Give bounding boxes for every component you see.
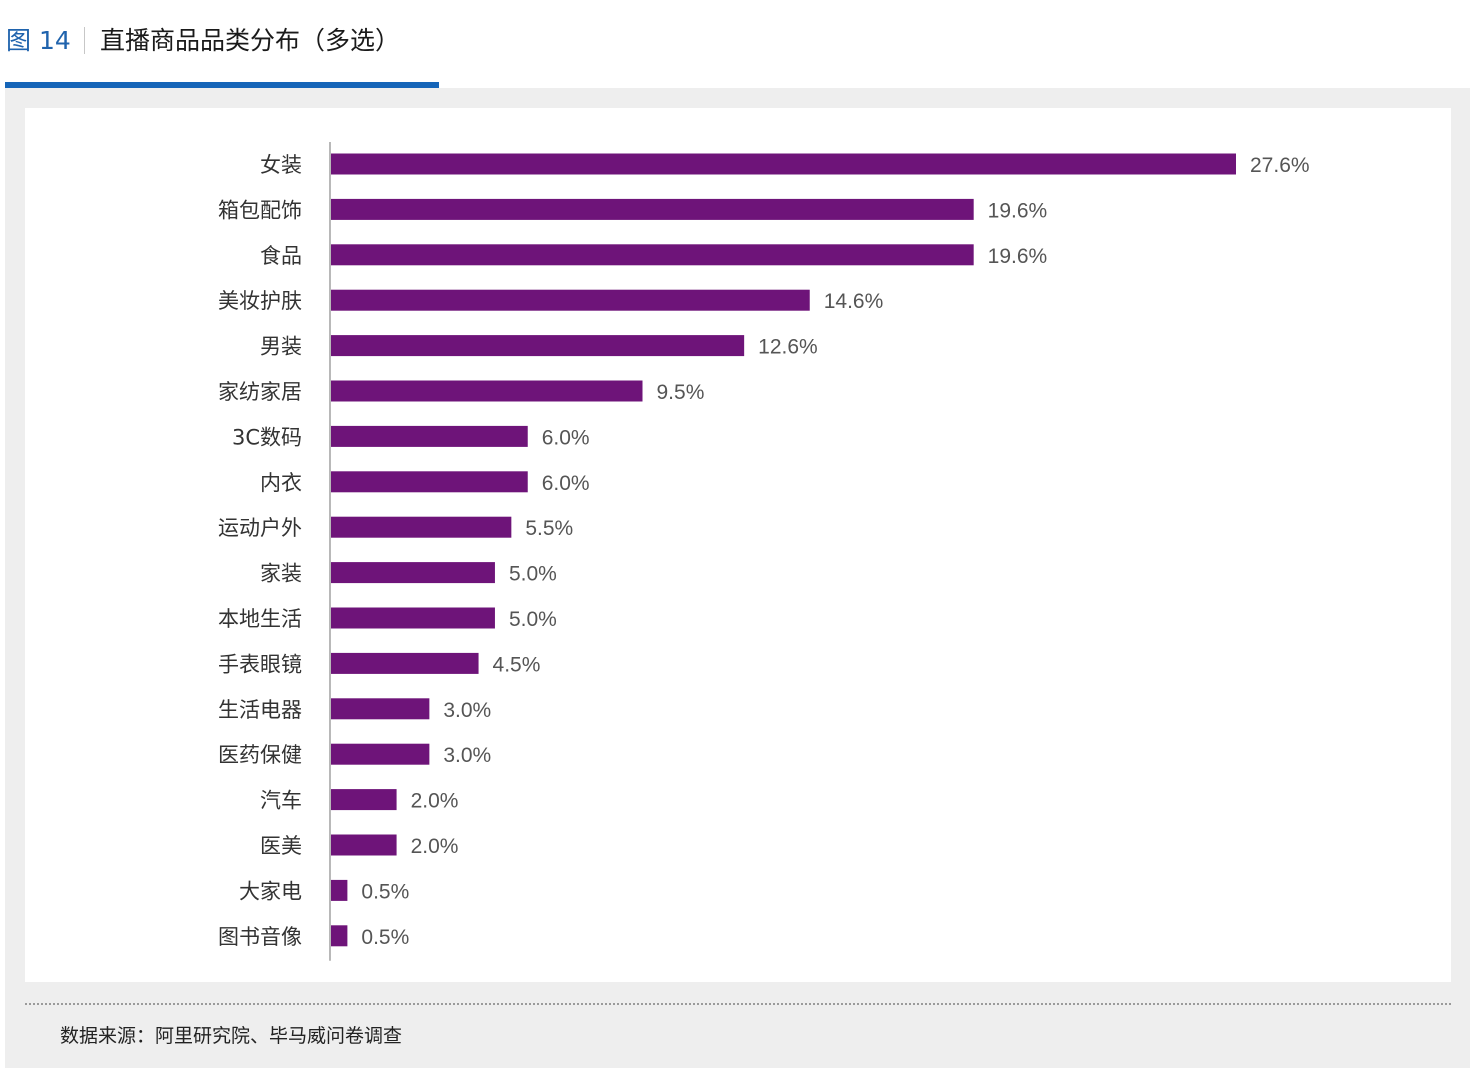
- bar: [331, 743, 430, 765]
- bar: [331, 652, 479, 674]
- data-label: 9.5%: [657, 381, 705, 404]
- data-label: 6.0%: [542, 472, 590, 495]
- data-label: 19.6%: [988, 245, 1048, 268]
- bar: [331, 471, 528, 493]
- category-label: 食品: [260, 244, 302, 268]
- bar: [331, 879, 348, 901]
- source-divider: [25, 1003, 1451, 1005]
- bar: [331, 562, 495, 584]
- category-label: 本地生活: [218, 607, 302, 631]
- data-label: 5.5%: [525, 517, 573, 540]
- data-label: 19.6%: [988, 199, 1048, 222]
- figure-number: 图 14: [6, 26, 71, 55]
- bar: [331, 607, 495, 629]
- bar: [331, 335, 745, 357]
- data-label: 2.0%: [411, 790, 459, 813]
- category-label: 大家电: [239, 879, 302, 903]
- category-label: 美妆护肤: [218, 289, 302, 313]
- source-note: 数据来源：阿里研究院、毕马威问卷调查: [60, 1025, 403, 1047]
- data-label: 0.5%: [361, 880, 409, 903]
- data-label: 5.0%: [509, 563, 557, 586]
- figure-title: 直播商品品类分布（多选）: [100, 26, 401, 55]
- header-accent-bar: [5, 82, 439, 88]
- bar: [331, 198, 974, 220]
- bar: [331, 289, 810, 311]
- bar: [331, 153, 1236, 175]
- bar: [331, 789, 397, 811]
- data-label: 12.6%: [758, 336, 818, 359]
- data-label: 3.0%: [443, 699, 491, 722]
- data-label: 0.5%: [361, 926, 409, 949]
- data-label: 27.6%: [1250, 154, 1310, 177]
- data-label: 2.0%: [411, 835, 459, 858]
- data-label: 14.6%: [824, 290, 884, 313]
- category-label: 医药保健: [218, 743, 302, 767]
- category-label: 箱包配饰: [218, 198, 302, 222]
- header-divider: [84, 27, 85, 54]
- data-label: 4.5%: [493, 653, 541, 676]
- category-label: 医美: [260, 834, 302, 858]
- bar: [331, 425, 528, 447]
- category-label: 运动户外: [218, 516, 302, 540]
- category-label: 图书音像: [218, 925, 302, 949]
- category-label: 家纺家居: [218, 380, 302, 404]
- bar: [331, 516, 512, 538]
- bar-chart: 女装 27.6% 箱包配饰 19.6% 食品 19.6% 美妆护肤 14.6% 男装 12.6% 家…: [218, 142, 1310, 961]
- bar: [331, 925, 348, 947]
- category-label: 女装: [260, 153, 302, 177]
- data-label: 5.0%: [509, 608, 557, 631]
- category-label: 生活电器: [218, 698, 302, 722]
- data-label: 6.0%: [542, 426, 590, 449]
- category-label: 内衣: [260, 471, 302, 495]
- bar: [331, 698, 430, 720]
- figure-header: 图 14 直播商品品类分布（多选）: [0, 0, 1470, 88]
- data-label: 3.0%: [443, 744, 491, 767]
- category-label: 汽车: [260, 789, 302, 813]
- category-label: 家装: [260, 562, 302, 586]
- bar: [331, 834, 397, 856]
- category-label: 3C数码: [232, 425, 302, 449]
- bar: [331, 244, 974, 266]
- chart-card: 女装 27.6% 箱包配饰 19.6% 食品 19.6% 美妆护肤 14.6% 男装 12.6% 家…: [25, 108, 1451, 982]
- category-label: 手表眼镜: [218, 652, 302, 676]
- category-label: 男装: [260, 335, 302, 359]
- bar: [331, 380, 643, 402]
